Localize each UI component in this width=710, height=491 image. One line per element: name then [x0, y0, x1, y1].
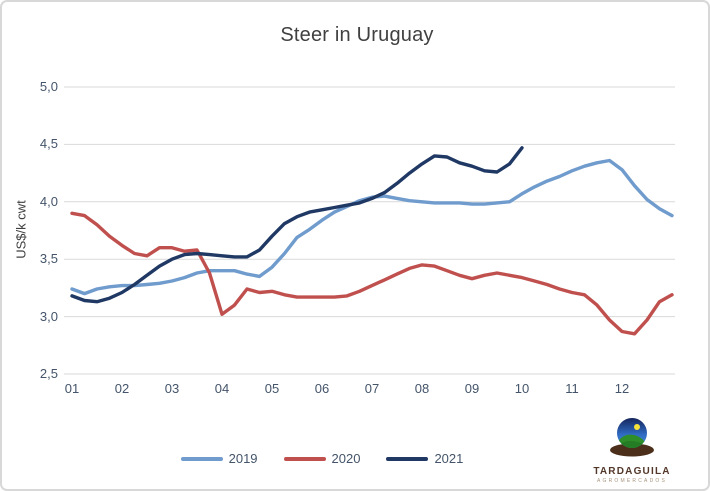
- x-tick-label: 05: [264, 381, 280, 396]
- x-tick-label: 12: [614, 381, 630, 396]
- logo-sun-icon: [634, 424, 640, 430]
- y-tick-label: 4,5: [39, 136, 58, 152]
- legend-swatch: [180, 456, 223, 461]
- tardaguila-logo: TARDAGUILA AGROMERCADOS: [592, 414, 672, 484]
- chart-legend: 2019 2020 2021: [2, 451, 642, 466]
- tardaguila-logo-emblem: [610, 418, 654, 457]
- legend-label: 2019: [228, 451, 258, 466]
- x-tick-label: 09: [464, 381, 480, 396]
- x-tick-label: 06: [314, 381, 330, 396]
- legend-label: 2020: [331, 451, 361, 466]
- series-line-2020: [70, 211, 674, 336]
- legend-item-2020: 2020: [283, 451, 361, 466]
- logo-text: TARDAGUILA: [593, 466, 671, 477]
- y-tick-label: 4,0: [39, 193, 58, 209]
- gridlines: [64, 86, 675, 375]
- x-tick-label: 01: [64, 381, 80, 396]
- x-tick-label: 07: [364, 381, 380, 396]
- y-tick-label: 2,5: [39, 366, 58, 381]
- logo-ground-ellipse: [610, 443, 654, 457]
- x-tick-label: 04: [214, 381, 230, 396]
- x-tick-label: 08: [414, 381, 430, 396]
- legend-swatch: [386, 456, 429, 461]
- y-tick-label: 5,0: [39, 79, 58, 94]
- x-tick-label: 10: [514, 381, 530, 396]
- logo-subtext: AGROMERCADOS: [596, 478, 668, 484]
- x-tick-label: 03: [164, 381, 180, 396]
- y-tick-label: 3,5: [39, 251, 58, 267]
- chart-title: Steer in Uruguay: [280, 24, 434, 46]
- legend-swatch: [283, 456, 326, 461]
- series-line-2021: [70, 146, 524, 304]
- y-tick-label: 3,0: [39, 308, 58, 324]
- legend-label: 2021: [434, 451, 464, 466]
- x-tick-label: 02: [114, 381, 130, 396]
- series-line-2019: [70, 158, 674, 296]
- legend-item-2021: 2021: [386, 451, 463, 466]
- series-lines: [70, 146, 674, 336]
- legend-item-2019: 2019: [180, 451, 258, 466]
- x-tick-label: 11: [565, 381, 579, 396]
